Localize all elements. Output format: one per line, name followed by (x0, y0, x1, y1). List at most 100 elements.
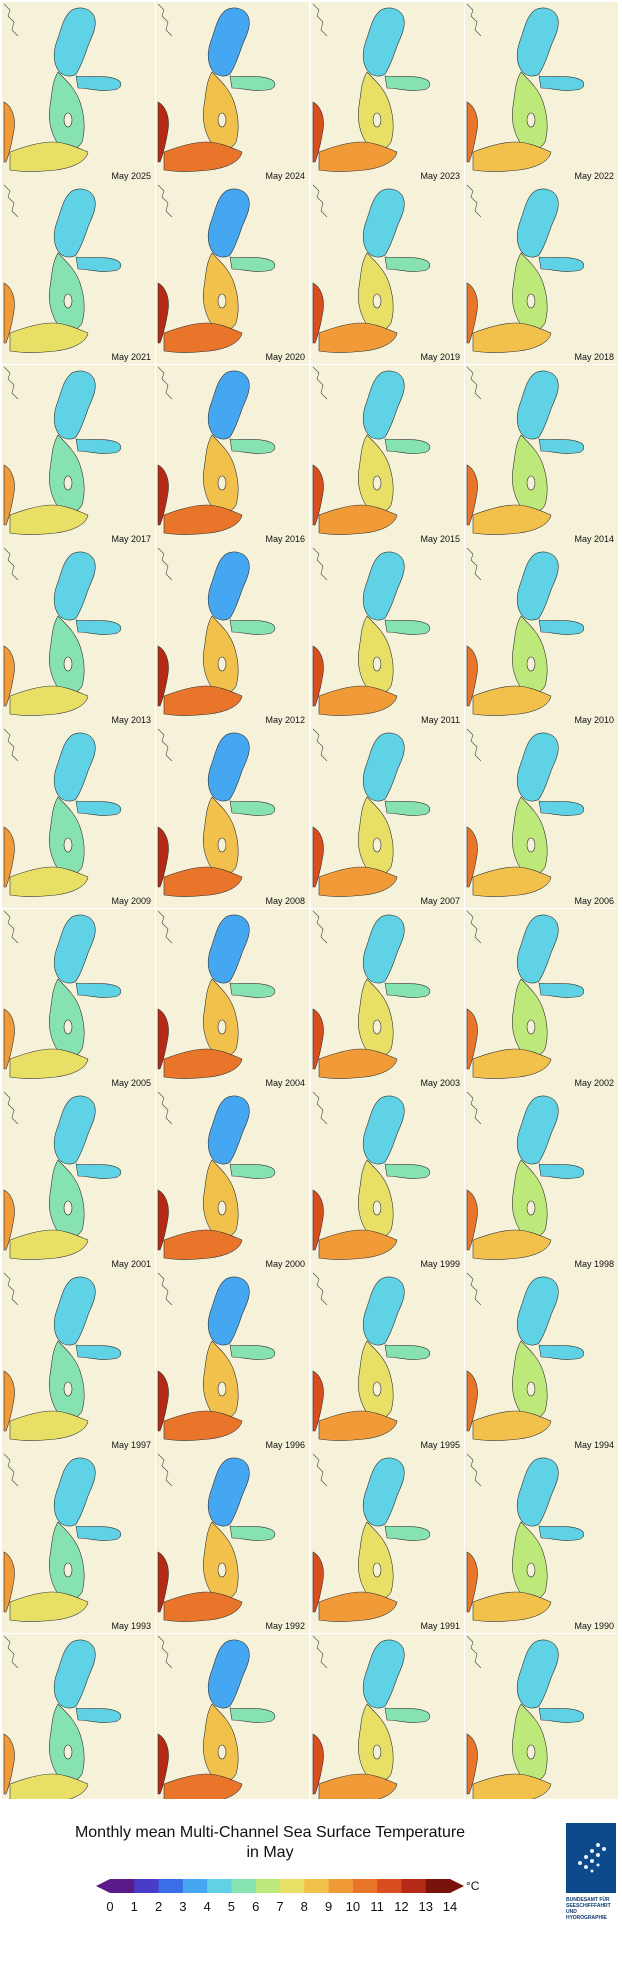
sst-map (3, 728, 122, 897)
sst-map (466, 1635, 585, 1804)
colorbar-tick-label: 7 (276, 1899, 284, 1914)
colorbar-tick-label: 5 (227, 1899, 236, 1914)
bsh-logo-text: BUNDESAMT FÜR SEESCHIFFFAHRT UND HYDROGR… (566, 1897, 622, 1921)
sst-map (466, 547, 585, 716)
sst-map (466, 1272, 585, 1441)
sst-map (157, 728, 276, 897)
sst-map (312, 1635, 431, 1804)
panel-label: May 2017 (111, 534, 151, 544)
panel-label: May 2000 (265, 1259, 305, 1269)
sst-map (157, 1272, 276, 1441)
colorbar-tick-label: 6 (252, 1899, 260, 1914)
figure-title: Monthly mean Multi-Channel Sea Surface T… (20, 1823, 520, 1863)
panel-label: May 1995 (420, 1440, 460, 1450)
colorbar-segment (231, 1879, 257, 1893)
panel-label: May 2004 (265, 1078, 305, 1088)
colorbar-segment (328, 1879, 354, 1893)
colorbar-tick-label: 1 (130, 1899, 138, 1914)
sst-map (312, 1272, 431, 1441)
map-panel: May 2000 (156, 1090, 309, 1271)
panel-label: May 1998 (574, 1259, 614, 1269)
panel-label: May 1994 (574, 1440, 614, 1450)
colorbar-segment (207, 1879, 232, 1893)
sst-map (466, 1091, 585, 1260)
map-panel: May 2017 (2, 365, 155, 546)
panel-label: May 2013 (111, 715, 151, 725)
colorbar-segment (158, 1879, 184, 1893)
sst-map (466, 728, 585, 897)
colorbar-segment (134, 1879, 160, 1893)
colorbar-segment (377, 1879, 402, 1893)
map-panel: May 1998 (465, 1090, 618, 1271)
colorbar-segment (401, 1879, 427, 1893)
title-line-2: in May (246, 1844, 294, 1861)
panel-label: May 1996 (265, 1440, 305, 1450)
sst-map (157, 910, 276, 1079)
panel-label: May 2001 (111, 1259, 151, 1269)
sst-map (157, 1091, 276, 1260)
panel-label: May 2020 (265, 352, 305, 362)
panel-label: May 1991 (420, 1621, 460, 1631)
map-panel: May 2005 (2, 909, 155, 1090)
sst-map (312, 184, 431, 353)
map-panel: May 2015 (311, 365, 464, 546)
sst-map (312, 547, 431, 716)
panel-label: May 2002 (574, 1078, 614, 1088)
sst-map (157, 184, 276, 353)
map-panel: May 2018 (465, 183, 618, 364)
sst-map (466, 1453, 585, 1622)
colorbar-segment (425, 1879, 451, 1893)
map-panel: May 2004 (156, 909, 309, 1090)
sst-map (3, 910, 122, 1079)
panel-label: May 2018 (574, 352, 614, 362)
panel-label: May 2008 (265, 896, 305, 906)
panel-label: May 2010 (574, 715, 614, 725)
map-panel: May 1990-2024 (156, 1634, 309, 1815)
map-panel: May 2012 (156, 546, 309, 727)
map-panel: May 1996 (156, 1271, 309, 1452)
map-panel: May 1992 (156, 1452, 309, 1633)
colorbar-segment (280, 1879, 305, 1893)
panel-label: May 2024 (265, 171, 305, 181)
map-panel: May 1990-2024 (465, 1634, 618, 1815)
map-panel: May 2020 (156, 183, 309, 364)
sst-map (157, 1635, 276, 1804)
map-panel: May 2021 (2, 183, 155, 364)
colorbar-max-arrow (450, 1879, 464, 1893)
title-line-1: Monthly mean Multi-Channel Sea Surface T… (74, 1824, 466, 1841)
map-panel: May 2001 (2, 1090, 155, 1271)
panel-label: May 2021 (111, 352, 151, 362)
panel-label: May 2016 (265, 534, 305, 544)
panel-label: May 1997 (111, 1440, 151, 1450)
map-panel: May 1991 (311, 1452, 464, 1633)
panel-label: May 2015 (420, 534, 460, 544)
colorbar-tick-label: 13 (418, 1899, 433, 1914)
colorbar (96, 1879, 464, 1893)
panel-label: May 2007 (420, 896, 460, 906)
colorbar-tick-label: 14 (442, 1899, 458, 1914)
sst-map (312, 1091, 431, 1260)
panel-label: May 1993 (111, 1621, 151, 1631)
colorbar-tick-label: 2 (154, 1899, 163, 1914)
panel-label: May 2006 (574, 896, 614, 906)
colorbar-segment (255, 1879, 281, 1893)
map-panel: May 1999 (311, 1090, 464, 1271)
colorbar-segment (110, 1879, 135, 1893)
sst-map (157, 3, 276, 172)
colorbar-tick-label: 12 (394, 1899, 409, 1914)
colorbar-segment (182, 1879, 208, 1893)
map-panel: May 2019 (311, 183, 464, 364)
colorbar-tick-label: 9 (324, 1899, 333, 1914)
sst-map (466, 184, 585, 353)
sst-map (312, 1453, 431, 1622)
sst-map (312, 910, 431, 1079)
map-panel: May 2002 (465, 909, 618, 1090)
colorbar-tick-label: 4 (203, 1899, 211, 1914)
panel-label: May 2003 (420, 1078, 460, 1088)
map-panel: May 2013 (2, 546, 155, 727)
sst-map (3, 366, 122, 535)
map-panel: May 1990-2024 (2, 1634, 155, 1815)
map-panel: May 2016 (156, 365, 309, 546)
map-panel: May 2010 (465, 546, 618, 727)
panel-label: May 2025 (111, 171, 151, 181)
